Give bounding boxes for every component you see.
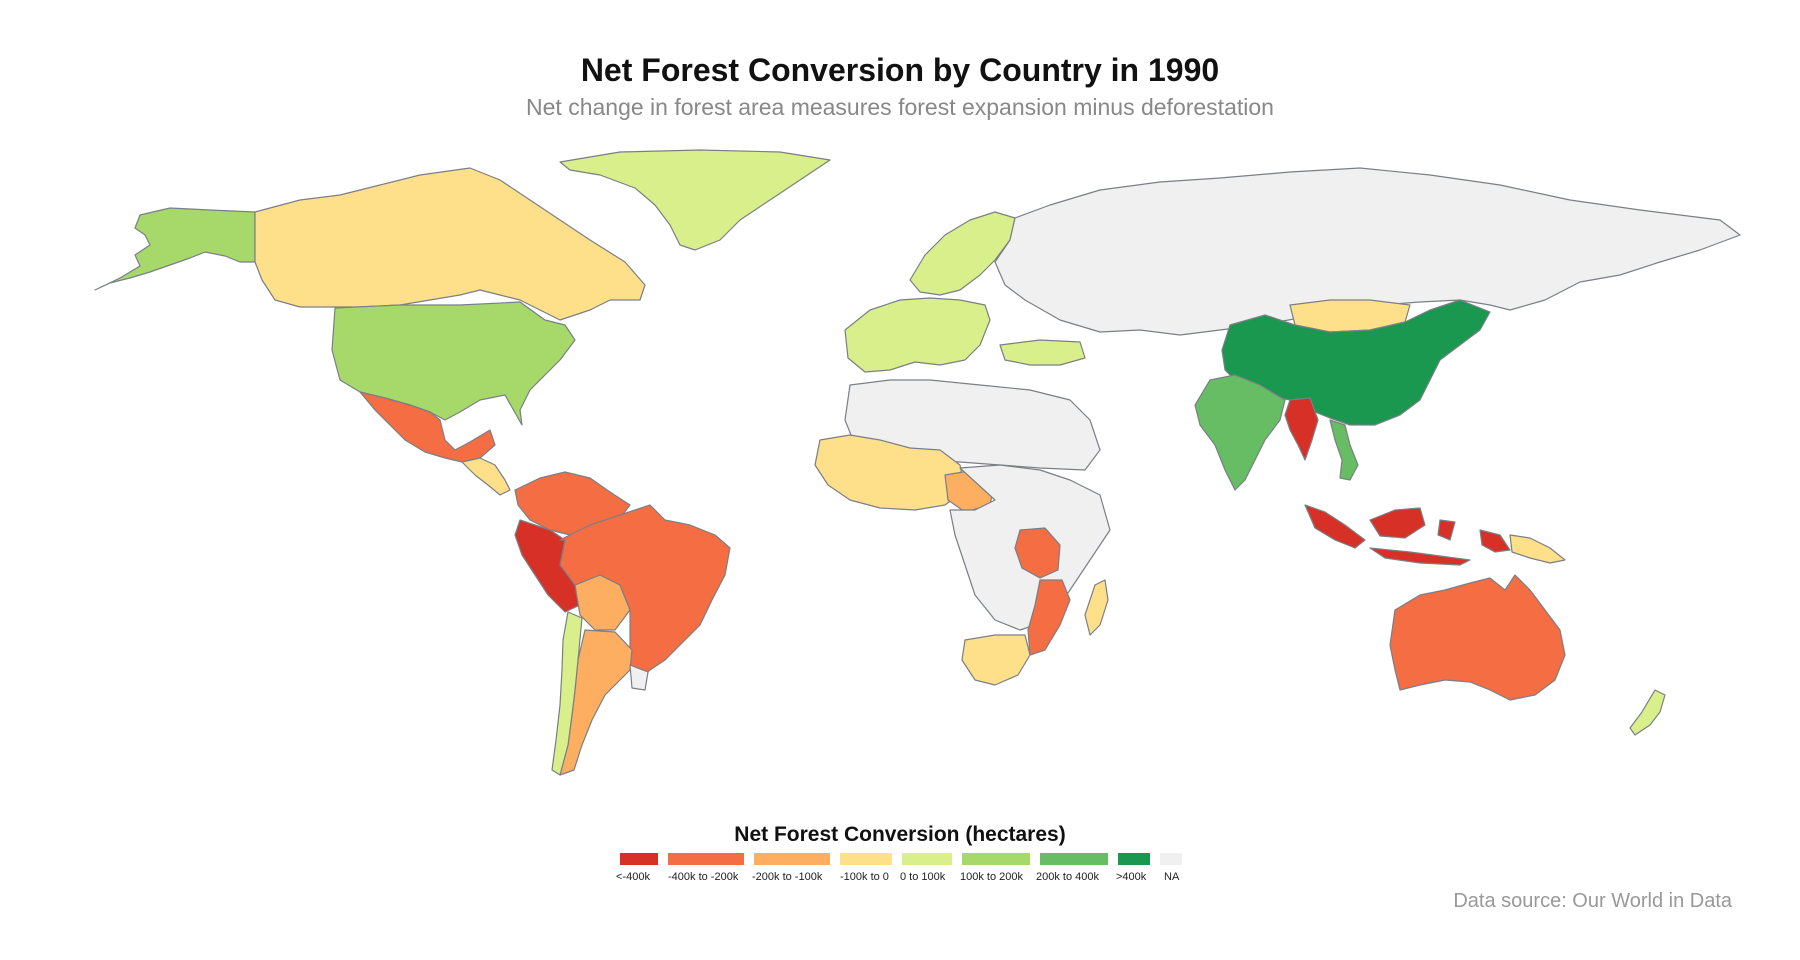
legend-swatch <box>1160 853 1182 865</box>
region-indonesia <box>1304 504 1511 566</box>
legend-item: NA <box>1160 853 1182 883</box>
region-south-africa <box>961 634 1031 686</box>
legend-item: 200k to 400k <box>1036 853 1108 883</box>
region-alaska <box>94 207 256 291</box>
legend-item: -100k to 0 <box>840 853 892 883</box>
legend-swatch <box>902 853 952 865</box>
legend-swatch <box>620 853 658 865</box>
legend-label: -400k to -200k <box>668 871 739 883</box>
region-myanmar <box>1284 397 1319 461</box>
region-mozambique <box>1027 579 1071 656</box>
region-canada <box>254 167 646 321</box>
region-chile <box>551 611 583 776</box>
legend-swatch <box>1118 853 1150 865</box>
legend-label: 100k to 200k <box>960 871 1023 883</box>
legend-swatch <box>668 853 744 865</box>
legend-item: -400k to -200k <box>668 853 744 883</box>
map-title: Net Forest Conversion by Country in 1990 <box>580 52 1220 88</box>
legend-item: -200k to -100k <box>752 853 830 883</box>
region-uruguay <box>629 664 649 691</box>
region-central-america <box>461 457 511 496</box>
legend-label: -200k to -100k <box>752 871 823 883</box>
region-australia <box>1389 574 1566 701</box>
legend-item: >400k <box>1116 853 1150 883</box>
region-vietnam <box>1329 419 1359 481</box>
data-source-note: Data source: Our World in Data <box>1453 890 1732 912</box>
region-brazil <box>559 504 731 681</box>
legend-swatch <box>962 853 1030 865</box>
region-mexico <box>359 391 496 463</box>
legend-label: >400k <box>1116 871 1147 883</box>
legend-swatch <box>1040 853 1108 865</box>
region-papua-new-guinea <box>1509 534 1566 564</box>
legend-label: -100k to 0 <box>840 871 889 883</box>
legend-label: 0 to 100k <box>900 871 946 883</box>
legend-item: <-400k <box>616 853 658 883</box>
legend-label: <-400k <box>616 871 650 883</box>
legend-label: 200k to 400k <box>1036 871 1099 883</box>
legend-label: NA <box>1164 871 1180 883</box>
region-india <box>1194 374 1286 491</box>
legend-swatch <box>754 853 830 865</box>
map-subtitle: Net change in forest area measures fores… <box>526 94 1274 120</box>
legend-item: 100k to 200k <box>960 853 1030 883</box>
region-tanzania <box>1014 527 1061 579</box>
region-scandinavia <box>909 211 1016 296</box>
region-usa <box>331 301 576 426</box>
legend-item: 0 to 100k <box>900 853 952 883</box>
region-greenland <box>559 149 831 251</box>
region-madagascar <box>1084 579 1109 636</box>
region-turkey <box>999 339 1086 366</box>
region-russia <box>994 167 1741 336</box>
legend-title: Net Forest Conversion (hectares) <box>734 823 1066 846</box>
legend-swatch <box>840 853 892 865</box>
region-europe <box>844 297 991 373</box>
region-new-zealand <box>1629 689 1666 736</box>
